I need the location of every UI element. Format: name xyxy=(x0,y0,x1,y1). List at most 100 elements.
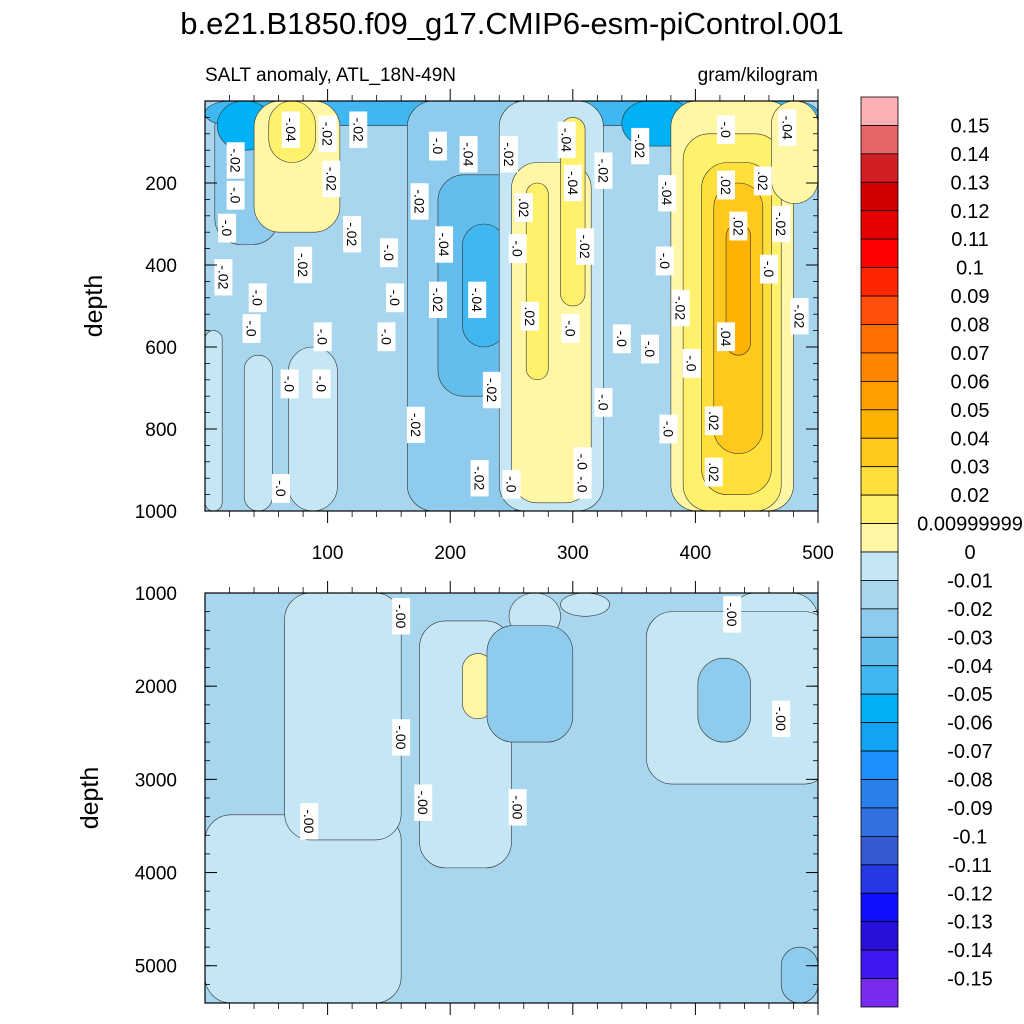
contour-label-text: -.00 xyxy=(415,791,431,815)
colorbar-box xyxy=(860,949,899,979)
contour-label-bg xyxy=(392,598,411,635)
contour-label-bg xyxy=(410,183,429,220)
contour-label-bg xyxy=(658,175,677,212)
colorbar-box xyxy=(860,864,899,894)
contour-region xyxy=(284,593,402,841)
contour-label: -.00 xyxy=(508,789,527,826)
y-tick-label: 3000 xyxy=(135,770,177,791)
contour-region xyxy=(560,593,610,617)
contour-label-bg xyxy=(214,259,233,296)
contour-label-text: -.0 xyxy=(575,454,591,471)
contour-label-bg xyxy=(594,152,613,189)
contour-label-bg xyxy=(508,234,527,264)
y-tick-label: 800 xyxy=(145,420,177,441)
contour-label: -.0 xyxy=(655,246,674,276)
colorbar-box xyxy=(860,523,899,553)
contour-label: -.04 xyxy=(778,109,797,146)
contour-label-text: .02 xyxy=(522,307,538,327)
contour-label-text: -.04 xyxy=(779,116,795,140)
contour-label: -.02 xyxy=(349,111,368,148)
contour-label: .02 xyxy=(753,166,772,196)
y-tick-label: 1000 xyxy=(135,584,177,605)
contour-label-bg xyxy=(386,283,405,313)
contour-label-text: -.0 xyxy=(228,187,244,204)
colorbar-box xyxy=(860,466,899,496)
contour-label-text: -.00 xyxy=(724,602,740,626)
contour-label: -.02 xyxy=(226,142,245,179)
contour-label: -.00 xyxy=(772,700,791,737)
colorbar-box xyxy=(860,835,899,866)
contour-label-bg xyxy=(294,246,313,284)
contour-label-bg xyxy=(655,246,674,276)
contour-label-bg xyxy=(723,596,742,633)
subtitle-units: gram/kilogram xyxy=(698,65,818,86)
contour-fills: -.00 -.00 -.00 -.00 -.00 -.00 -.00 xyxy=(205,593,818,1003)
contour-label-bg xyxy=(561,314,580,343)
contour-label-bg xyxy=(435,226,454,263)
contour-label: -.0 xyxy=(242,314,261,343)
contour-label-text: -.02 xyxy=(215,265,231,289)
contour-label-bg xyxy=(682,348,701,378)
contour-label: -.0 xyxy=(312,369,331,399)
contour-label: -.04 xyxy=(557,121,576,159)
contour-label: .02 xyxy=(520,301,539,331)
contour-label: -.0 xyxy=(248,283,267,313)
contour-label-text: -.0 xyxy=(219,220,235,237)
contour-label-text: -.0 xyxy=(378,329,394,346)
colorbar-label: 0.14 xyxy=(951,144,990,166)
colorbar-box xyxy=(860,210,899,240)
contour-label-bg xyxy=(520,301,539,331)
colorbar-box xyxy=(860,580,899,610)
contour-label-text: -.04 xyxy=(436,232,452,256)
contour-label: -.0 xyxy=(218,213,237,243)
colorbar-label: 0 xyxy=(964,542,975,564)
contour-label-text: -.0 xyxy=(387,290,403,307)
contour-label-bg xyxy=(242,314,261,343)
contour-label-text: -.0 xyxy=(315,329,331,346)
contour-label-bg xyxy=(704,406,723,436)
contour-label-text: -.0 xyxy=(718,122,734,139)
contour-label-bg xyxy=(557,121,576,159)
x-tick-label: 400 xyxy=(680,543,712,564)
colorbar-label: 0.05 xyxy=(951,400,990,422)
contour-label-bg xyxy=(226,180,245,210)
contour-label-bg xyxy=(659,414,678,444)
contour-label: .02 xyxy=(729,211,748,241)
contour-label: -.0 xyxy=(313,322,332,352)
contour-label: -.0 xyxy=(272,474,291,503)
contour-label: -.0 xyxy=(759,254,778,284)
contour-label: -.0 xyxy=(502,469,521,499)
contour-label-bg xyxy=(414,784,433,821)
colorbar-label: 0.15 xyxy=(951,115,990,137)
contour-region xyxy=(780,946,818,1003)
colorbar-box xyxy=(860,153,899,183)
contour-label: -.0 xyxy=(428,131,447,161)
colorbar-label: -0.04 xyxy=(947,656,993,678)
contour-label-text: -.0 xyxy=(575,476,591,493)
contour-label-text: -.04 xyxy=(461,142,477,166)
bottom-contour-panel: -.00 -.00 -.00 -.00 -.00 -.00 -.00 1000 2000 3000… xyxy=(135,581,819,1015)
contour-label: -.02 xyxy=(631,127,650,165)
colorbar-box xyxy=(860,722,899,752)
contour-label: -.02 xyxy=(470,460,489,497)
colorbar-label: -0.08 xyxy=(947,770,993,792)
contour-label-bg xyxy=(272,474,291,503)
colorbar-box xyxy=(860,267,899,297)
contour-label-bg xyxy=(248,283,267,313)
colorbar-label: -0.11 xyxy=(948,855,992,877)
y-tick-label: 5000 xyxy=(135,957,177,978)
contour-label-text: -.02 xyxy=(408,413,424,437)
contour-label: -.02 xyxy=(322,160,341,198)
contour-label-text: -.0 xyxy=(562,320,578,337)
contour-label: -.0 xyxy=(682,348,701,378)
contour-label: .02 xyxy=(704,457,723,487)
contour-label: -.0 xyxy=(377,322,396,352)
contour-label-text: -.0 xyxy=(660,421,676,438)
contour-label-bg xyxy=(312,369,331,399)
colorbar-label: 0.11 xyxy=(951,229,988,251)
contour-label: -.00 xyxy=(392,598,411,635)
contour-label-text: .02 xyxy=(706,462,722,482)
contour-label-bg xyxy=(482,371,501,409)
contour-label-bg xyxy=(300,803,319,840)
contour-label-bg xyxy=(226,142,245,179)
